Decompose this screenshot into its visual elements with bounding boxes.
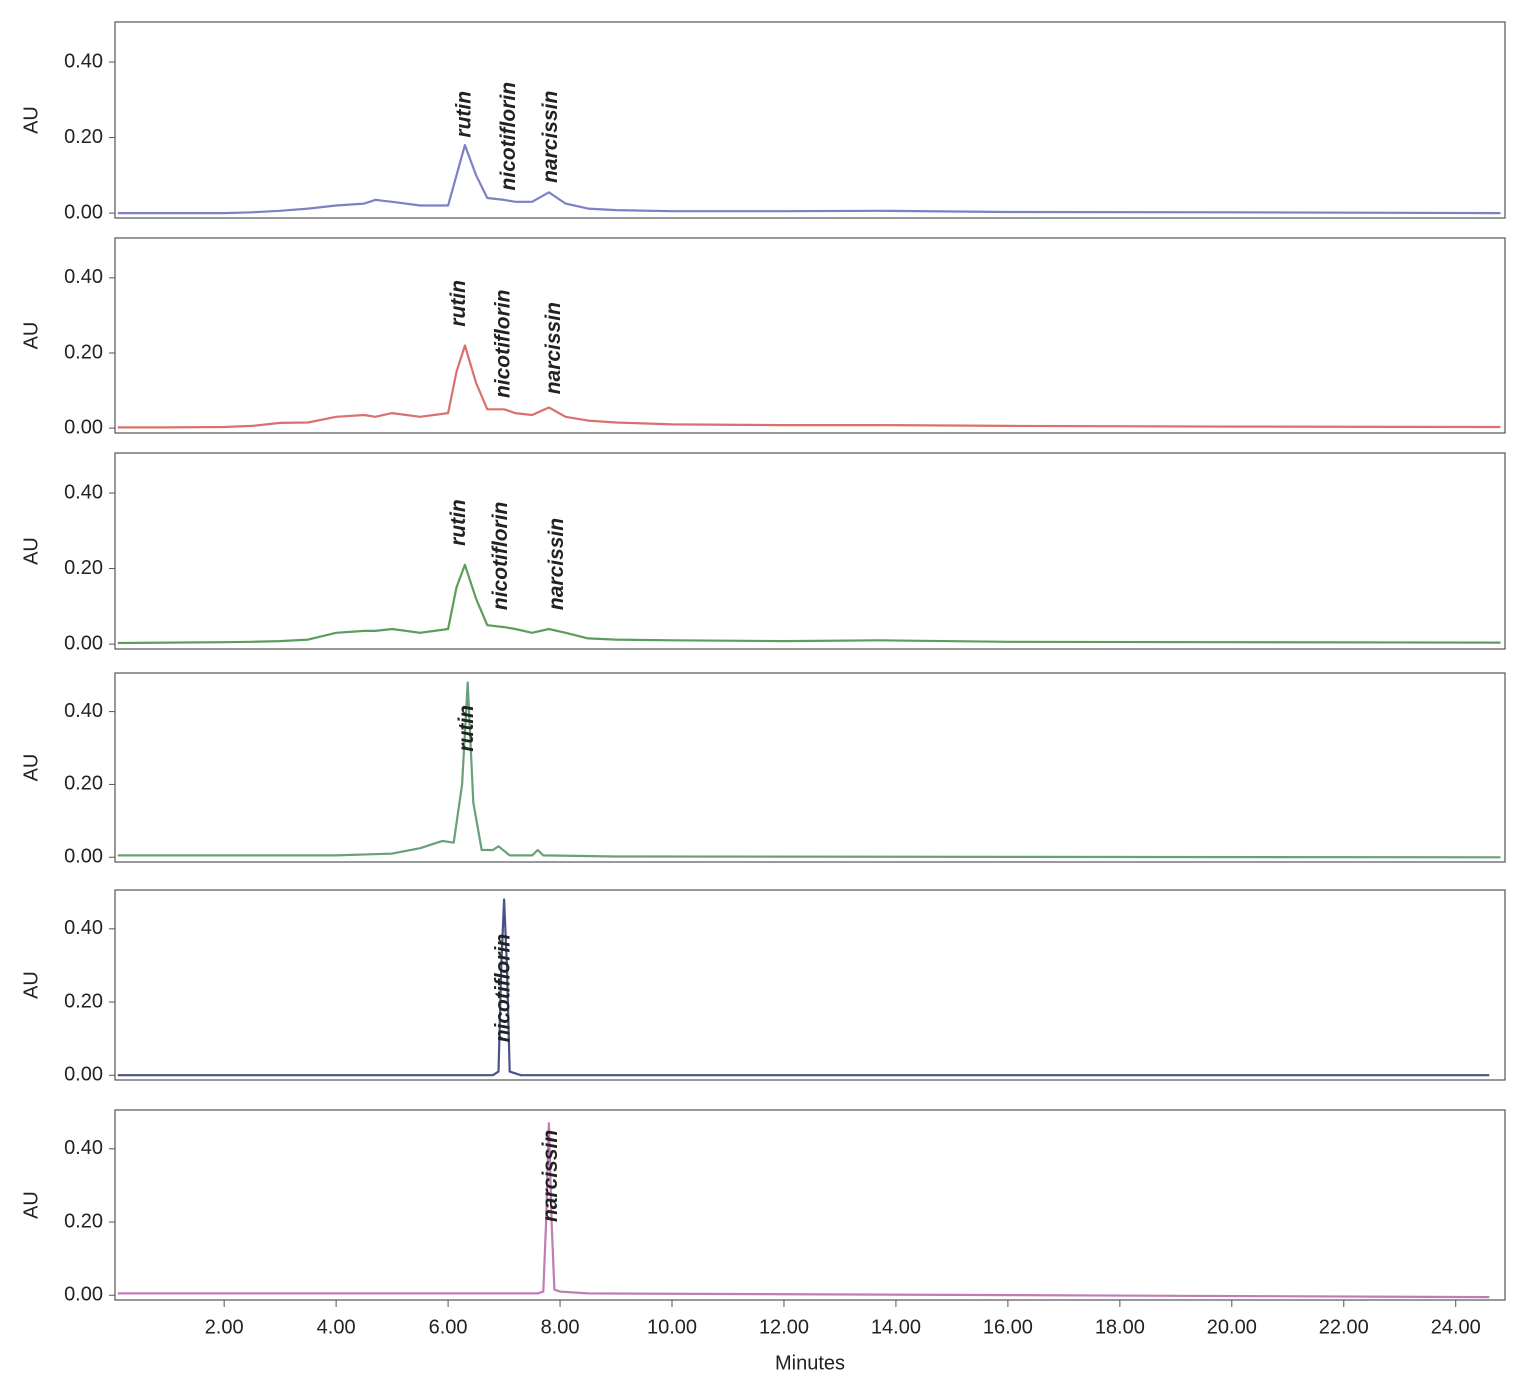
peak-label: rutin xyxy=(447,499,470,546)
x-tick-label: 4.00 xyxy=(317,1316,356,1338)
x-tick-label: 24.00 xyxy=(1431,1316,1481,1338)
y-tick-label: 0.00 xyxy=(64,201,103,223)
x-tick-label: 16.00 xyxy=(983,1316,1033,1338)
peak-label: narcissin xyxy=(539,1130,562,1222)
peak-label: nicotiflorin xyxy=(497,82,520,190)
y-tick-label: 0.40 xyxy=(64,917,103,939)
trace xyxy=(117,563,1501,645)
y-axis-label: AU xyxy=(20,971,42,999)
y-tick-label: 0.20 xyxy=(64,990,103,1012)
y-axis-label: AU xyxy=(20,106,42,134)
trace xyxy=(117,144,1501,215)
y-tick-label: 0.20 xyxy=(64,341,103,363)
x-tick-label: 22.00 xyxy=(1319,1316,1369,1338)
x-tick-label: 2.00 xyxy=(205,1316,244,1338)
y-tick-label: 0.40 xyxy=(64,50,103,72)
y-tick-label: 0.40 xyxy=(64,481,103,503)
peak-label: narcissin xyxy=(539,91,562,183)
peak-label: narcissin xyxy=(542,302,565,394)
y-tick-label: 0.40 xyxy=(64,1137,103,1159)
trace xyxy=(117,344,1501,429)
x-tick-label: 18.00 xyxy=(1095,1316,1145,1338)
y-tick-label: 0.00 xyxy=(64,416,103,438)
x-tick-label: 10.00 xyxy=(647,1316,697,1338)
plot-frame xyxy=(114,452,1506,650)
trace xyxy=(117,681,1501,859)
x-tick-label: 14.00 xyxy=(871,1316,921,1338)
y-tick-label: 0.00 xyxy=(64,632,103,654)
peak-label: nicotiflorin xyxy=(492,934,515,1043)
peak-label: nicotiflorin xyxy=(489,502,512,611)
y-tick-label: 0.40 xyxy=(64,700,103,722)
trace xyxy=(117,1122,1490,1299)
y-tick-label: 0.00 xyxy=(64,1284,103,1306)
plot-frame xyxy=(114,21,1506,219)
y-tick-label: 0.20 xyxy=(64,773,103,795)
y-tick-label: 0.20 xyxy=(64,126,103,148)
x-tick-label: 6.00 xyxy=(429,1316,468,1338)
x-tick-label: 20.00 xyxy=(1207,1316,1257,1338)
x-tick-label: 12.00 xyxy=(759,1316,809,1338)
x-tick-label: 8.00 xyxy=(541,1316,580,1338)
plot-frame xyxy=(114,237,1506,434)
trace xyxy=(117,898,1490,1077)
peak-label: rutin xyxy=(452,91,475,138)
y-axis-label: AU xyxy=(20,537,42,565)
x-axis-label: Minutes xyxy=(775,1352,845,1374)
plot-frame xyxy=(114,1109,1506,1301)
peak-label: nicotiflorin xyxy=(492,290,515,399)
y-axis-label: AU xyxy=(20,1191,42,1219)
y-tick-label: 0.40 xyxy=(64,266,103,288)
y-axis-label: AU xyxy=(20,754,42,782)
peak-label: rutin xyxy=(447,280,470,327)
y-tick-label: 0.20 xyxy=(64,1210,103,1232)
y-tick-label: 0.20 xyxy=(64,557,103,579)
plot-frame xyxy=(114,889,1506,1081)
peak-label: rutin xyxy=(455,705,478,752)
y-axis-label: AU xyxy=(20,322,42,350)
plot-frame xyxy=(114,672,1506,863)
peak-label: narcissin xyxy=(545,518,568,610)
y-tick-label: 0.00 xyxy=(64,1064,103,1086)
y-tick-label: 0.00 xyxy=(64,846,103,868)
